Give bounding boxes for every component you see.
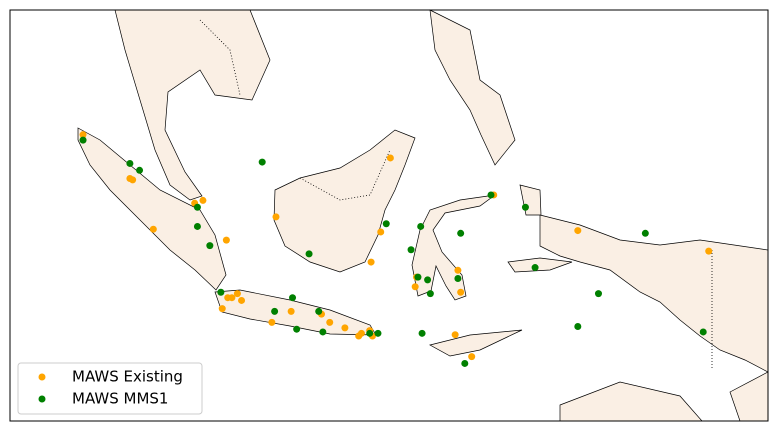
- station-point: [258, 158, 266, 166]
- station-point: [521, 203, 529, 211]
- station-point: [424, 276, 432, 284]
- station-point: [326, 318, 334, 326]
- station-point: [461, 359, 469, 367]
- station-point: [411, 283, 419, 291]
- station-point: [193, 203, 201, 211]
- station-point: [454, 266, 462, 274]
- station-point: [287, 307, 295, 315]
- station-point: [367, 258, 375, 266]
- legend-marker: [38, 373, 46, 381]
- legend-label: MAWS MMS1: [72, 390, 168, 408]
- station-point: [126, 159, 134, 167]
- station-point: [641, 229, 649, 237]
- station-point: [233, 290, 241, 298]
- station-point: [222, 236, 230, 244]
- station-point: [268, 318, 276, 326]
- station-point: [79, 136, 87, 144]
- station-point: [386, 154, 394, 162]
- station-point: [305, 250, 313, 258]
- station-point: [206, 242, 214, 250]
- station-point: [357, 329, 365, 337]
- station-point: [289, 294, 297, 302]
- station-point: [699, 328, 707, 336]
- station-point: [417, 222, 425, 230]
- land: [77, 9, 769, 422]
- station-point: [418, 329, 426, 337]
- station-point: [594, 290, 602, 298]
- station-point: [136, 166, 144, 174]
- station-point: [217, 288, 225, 296]
- station-point: [129, 176, 137, 184]
- station-point: [468, 353, 476, 361]
- station-point: [341, 324, 349, 332]
- station-point: [271, 307, 279, 315]
- station-point: [705, 247, 713, 255]
- station-point: [426, 290, 434, 298]
- station-point: [193, 222, 201, 230]
- station-point: [218, 305, 226, 313]
- station-point: [272, 213, 280, 221]
- station-point: [238, 296, 246, 304]
- station-point: [149, 225, 157, 233]
- station-point: [574, 322, 582, 330]
- station-point: [382, 220, 390, 228]
- station-point: [315, 307, 323, 315]
- stations: [79, 131, 713, 367]
- station-point: [414, 273, 422, 281]
- station-point: [454, 275, 462, 283]
- frame: [9, 9, 769, 422]
- station-point: [531, 264, 539, 272]
- legend-marker: [38, 395, 46, 403]
- station-point: [79, 131, 87, 139]
- station-point: [293, 325, 301, 333]
- station-point: [451, 331, 459, 339]
- station-point: [228, 294, 236, 302]
- station-point: [487, 191, 495, 199]
- station-point: [319, 328, 327, 336]
- station-point: [199, 196, 207, 204]
- station-point: [374, 329, 382, 337]
- station-point: [377, 228, 385, 236]
- station-point: [574, 227, 582, 235]
- station-point: [457, 288, 465, 296]
- legend-items: MAWS Existing MAWS MMS1: [38, 368, 183, 408]
- legend-label: MAWS Existing: [72, 368, 183, 386]
- station-point: [407, 246, 415, 254]
- station-point: [366, 329, 374, 337]
- legend: [17, 362, 203, 415]
- station-point: [457, 229, 465, 237]
